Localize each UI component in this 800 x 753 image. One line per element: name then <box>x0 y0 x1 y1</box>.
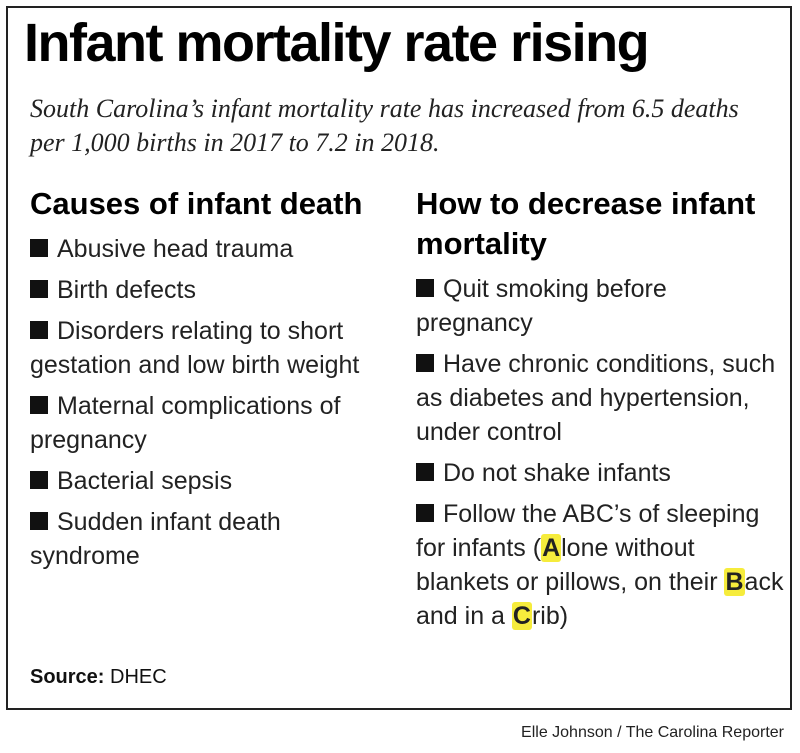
causes-list: Abusive head trauma Birth defects Disord… <box>30 232 390 573</box>
graphic-subtitle: South Carolina’s infant mortality rate h… <box>30 94 739 157</box>
byline-credit: Elle Johnson / The Carolina Reporter <box>521 724 784 741</box>
abc-b-rest-text: ack and in a <box>416 568 784 630</box>
square-bullet-icon <box>416 354 434 372</box>
abc-prefix-text: Follow the ABC’s of sleeping for infants… <box>416 500 760 562</box>
highlight-letter-b: B <box>724 568 745 596</box>
prevention-heading: How to decrease infant mortality <box>416 186 756 261</box>
list-item: Abusive head trauma <box>30 232 390 266</box>
list-item-text: Maternal complications of pregnancy <box>30 392 341 454</box>
square-bullet-icon <box>30 471 48 489</box>
square-bullet-icon <box>416 279 434 297</box>
list-item: Quit smoking before pregnancy <box>416 272 786 340</box>
list-item-text: Quit smoking before pregnancy <box>416 275 667 337</box>
list-item: Disorders relating to short gestation an… <box>30 314 390 382</box>
square-bullet-icon <box>30 512 48 530</box>
square-bullet-icon <box>30 239 48 257</box>
highlight-letter-a: A <box>541 534 562 562</box>
list-item: Sudden infant death syndrome <box>30 505 390 573</box>
causes-heading: Causes of infant death <box>30 186 363 221</box>
abc-sleep-item: Follow the ABC’s of sleeping for infants… <box>416 497 786 633</box>
list-item: Birth defects <box>30 273 390 307</box>
list-item-text: Birth defects <box>57 276 196 304</box>
list-item: Maternal complications of pregnancy <box>30 389 390 457</box>
source-value: DHEC <box>110 666 167 688</box>
list-item-text: Do not shake infants <box>443 459 671 487</box>
list-item-text: Disorders relating to short gestation an… <box>30 317 360 379</box>
square-bullet-icon <box>30 321 48 339</box>
list-item: Do not shake infants <box>416 456 786 490</box>
graphic-title: Infant mortality rate rising <box>24 13 650 73</box>
prevention-list: Quit smoking before pregnancy Have chron… <box>416 272 786 633</box>
square-bullet-icon <box>30 396 48 414</box>
abc-a-rest-text: lone without blankets or pillows, on the… <box>416 534 725 596</box>
square-bullet-icon <box>416 504 434 522</box>
source-line: Source: DHEC <box>30 666 167 689</box>
source-label: Source: <box>30 666 105 688</box>
graphic-frame <box>6 6 792 710</box>
list-item-text: Have chronic conditions, such as diabete… <box>416 350 776 446</box>
list-item-text: Sudden infant death syndrome <box>30 508 281 570</box>
list-item-text: Abusive head trauma <box>57 235 294 263</box>
list-item: Bacterial sepsis <box>30 464 390 498</box>
list-item: Have chronic conditions, such as diabete… <box>416 347 786 449</box>
square-bullet-icon <box>416 463 434 481</box>
list-item-text: Bacterial sepsis <box>57 467 233 495</box>
abc-c-rest-text: rib) <box>531 602 569 630</box>
causes-column: Causes of infant death Abusive head trau… <box>30 184 390 580</box>
square-bullet-icon <box>30 280 48 298</box>
prevention-column: How to decrease infant mortality Quit sm… <box>416 184 786 640</box>
highlight-letter-c: C <box>511 602 532 630</box>
